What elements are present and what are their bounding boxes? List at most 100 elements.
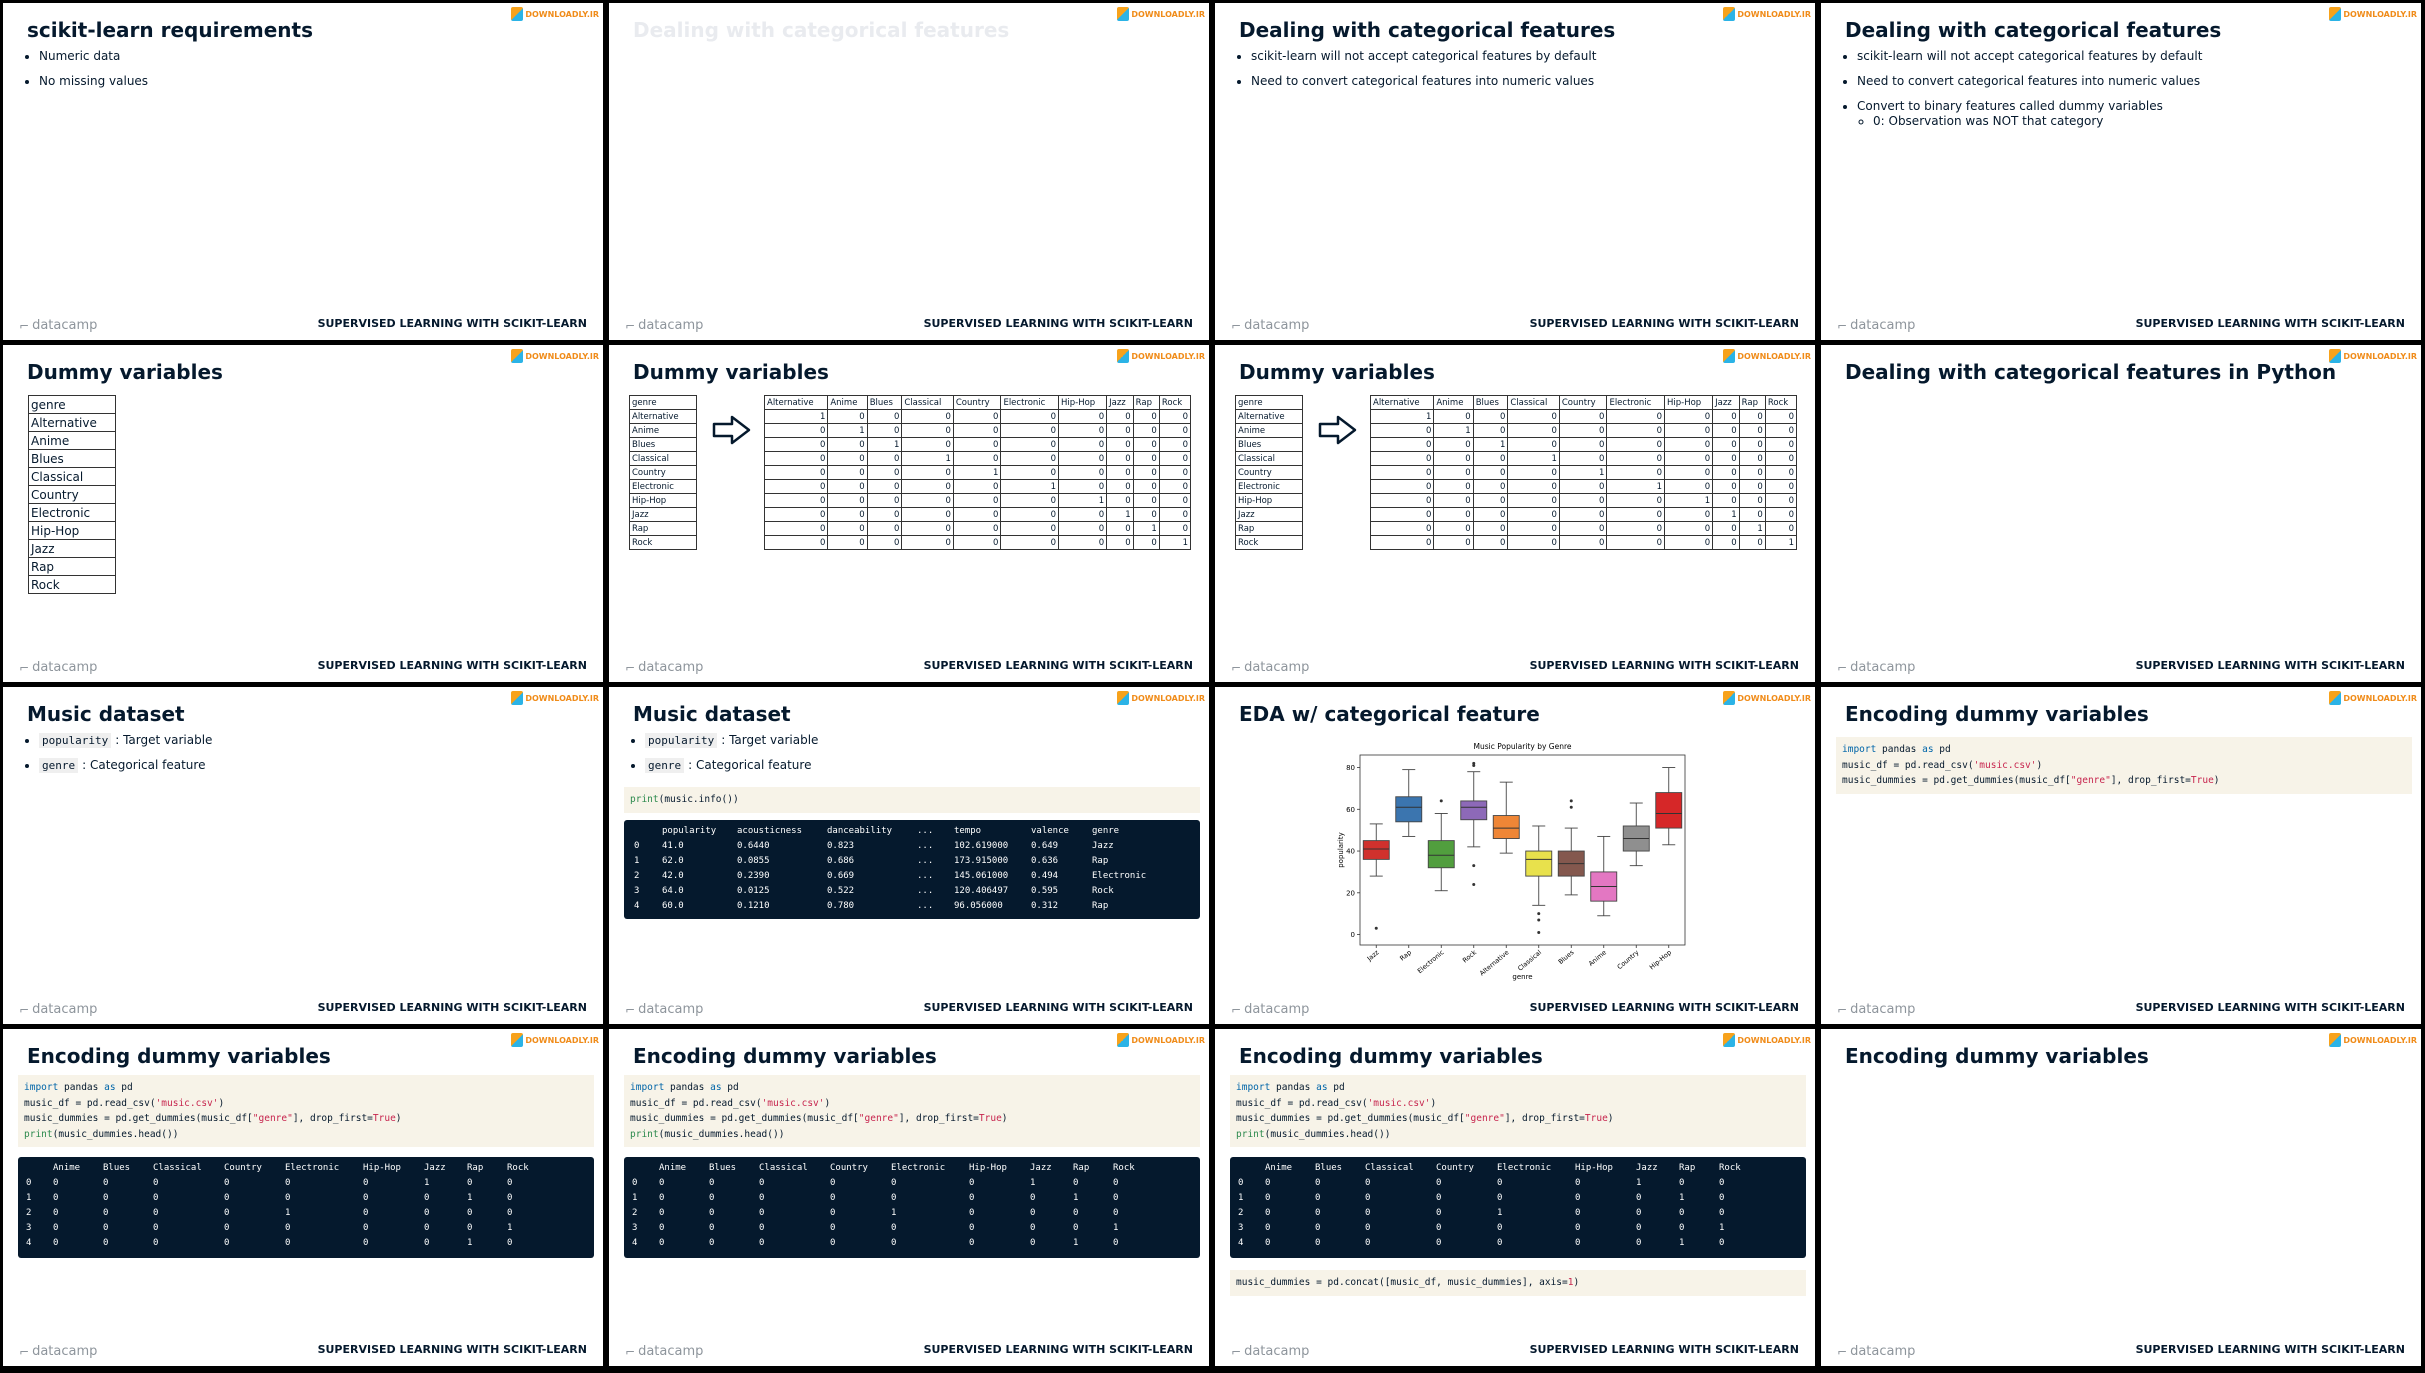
table-cell: 0	[1472, 423, 1509, 438]
inline-code: popularity	[645, 733, 718, 748]
output-cell: 0	[1113, 1193, 1119, 1203]
table-header: genre	[1235, 395, 1303, 410]
brand: ⌐ datacamp	[19, 660, 97, 675]
output-cell: 0	[1436, 1208, 1442, 1218]
bullet-list: popularity: Target variable genre: Catego…	[615, 733, 818, 783]
table-cell: 0	[1000, 409, 1059, 424]
table-cell: Hip-Hop	[1235, 493, 1303, 508]
table-cell: 0	[1663, 437, 1714, 452]
table-cell: 0	[763, 535, 829, 550]
table-cell: 0	[901, 437, 954, 452]
table-cell: 0	[1764, 465, 1798, 480]
output-cell: 0	[1575, 1193, 1581, 1203]
output-cell: 1	[1679, 1238, 1685, 1248]
output-cell: 0	[1575, 1208, 1581, 1218]
table-cell: 0	[1472, 535, 1509, 550]
table-cell: 0	[1712, 521, 1740, 536]
table-cell: 0	[827, 507, 868, 522]
table-cell: 0	[901, 423, 954, 438]
slide-title: Encoding dummy variables	[633, 1044, 937, 1068]
table-cell: Rock	[1235, 535, 1303, 550]
bullet: Need to convert categorical features int…	[1857, 74, 2202, 89]
dummy-table: Alternative Anime Blues Classical Country Ele…	[763, 395, 1192, 550]
table-row: genre	[629, 395, 697, 410]
table-cell: Anime	[629, 423, 697, 438]
inline-code: popularity	[39, 733, 112, 748]
table-cell: 0	[1106, 521, 1134, 536]
table-cell: 0	[1369, 493, 1435, 508]
output-cell: 0	[103, 1238, 109, 1248]
table-cell: 0	[1558, 437, 1608, 452]
output-cell: 0	[1436, 1223, 1442, 1233]
output-cell: 0.595	[1031, 886, 1059, 896]
brand-text: datacamp	[638, 1002, 704, 1017]
table-cell: 0	[1057, 437, 1108, 452]
table-cell: 0	[827, 409, 868, 424]
watermark-text: DOWNLOADLY.IR	[2343, 1035, 2417, 1045]
table-cell: 0	[1433, 535, 1474, 550]
x-tick-label: Hip-Hop	[1648, 948, 1673, 971]
row-index: 0	[634, 841, 640, 851]
table-cell: 0	[1558, 521, 1608, 536]
output-cell: Electronic	[1092, 871, 1147, 881]
table-cell: 0	[1764, 493, 1798, 508]
table-cell: 0	[1158, 479, 1192, 494]
table-cell: Blues	[629, 437, 697, 452]
x-tick-label: Classical	[1516, 948, 1543, 972]
table-header: Alternative	[763, 395, 829, 410]
table-cell: 0	[1738, 409, 1766, 424]
watermark-text: DOWNLOADLY.IR	[1131, 351, 1205, 361]
table-cell: 0	[1764, 507, 1798, 522]
code-block: import pandas as pd music_df = pd.read_cs…	[1230, 1075, 1806, 1147]
table-cell: 1	[1472, 437, 1509, 452]
table-cell: 1	[952, 465, 1002, 480]
course-name: SUPERVISED LEARNING WITH SCIKIT-LEARN	[1529, 317, 1799, 330]
watermark-icon	[1723, 1033, 1736, 1047]
table-cell: 0	[1738, 507, 1766, 522]
flier	[1537, 912, 1541, 916]
table-row: Rap	[629, 521, 697, 536]
table-row: Classical	[629, 451, 697, 466]
column-header: Blues	[103, 1163, 131, 1173]
table-cell: 1	[1000, 479, 1059, 494]
table-cell: 0	[1738, 465, 1766, 480]
bullet: popularity: Target variable	[645, 733, 818, 748]
table-cell: 0	[1472, 451, 1509, 466]
brand: ⌐ datacamp	[1231, 318, 1309, 333]
code-block: import pandas as pd music_df = pd.read_cs…	[18, 1075, 594, 1147]
column-header: ...	[917, 826, 934, 836]
table-header: Classical	[1507, 395, 1560, 410]
output-cell: 0	[285, 1193, 291, 1203]
output-cell: 0	[363, 1223, 369, 1233]
column-header: Anime	[659, 1163, 687, 1173]
brand-text: datacamp	[1850, 660, 1916, 675]
output-cell: 0	[1315, 1238, 1321, 1248]
watermark-icon	[1723, 691, 1736, 705]
table-cell: 0	[952, 437, 1002, 452]
table-row: Classical	[28, 467, 116, 486]
table-cell: 0	[1106, 465, 1134, 480]
table-cell: Rock	[28, 575, 116, 594]
table-cell: 0	[1433, 465, 1474, 480]
row-index: 3	[634, 886, 640, 896]
code-line: print(music_dummies.head())	[24, 1128, 179, 1140]
table-header: Hip-Hop	[1663, 395, 1714, 410]
watermark: DOWNLOADLY.IR	[2329, 7, 2417, 21]
table-cell: 0	[1106, 535, 1134, 550]
slide-title: Dealing with categorical features	[1239, 18, 1616, 42]
table-cell: 0	[1106, 409, 1134, 424]
output-cell: 64.0	[662, 886, 684, 896]
brand: ⌐ datacamp	[1231, 1344, 1309, 1359]
table-header: genre	[629, 395, 697, 410]
output-cell: 0	[363, 1193, 369, 1203]
slide: Encoding dummy variables DOWNLOADLY.IR ⌐ da…	[609, 1029, 1209, 1366]
table-cell: Hip-Hop	[28, 521, 116, 540]
sub-list: 0: Observation was NOT that category	[1857, 114, 2202, 129]
table-cell: 1	[1057, 493, 1108, 508]
output-cell: Rap	[1092, 856, 1109, 866]
table-cell: 0	[763, 451, 829, 466]
output-cell: 1	[507, 1223, 513, 1233]
